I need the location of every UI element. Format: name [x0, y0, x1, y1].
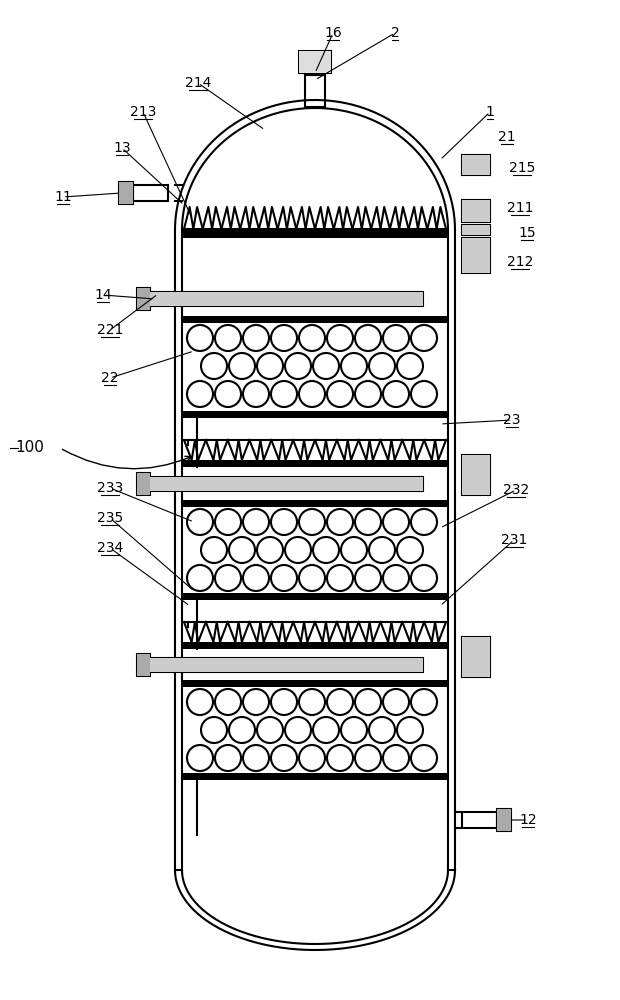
- Bar: [150, 658, 423, 672]
- Bar: [305, 75, 325, 107]
- Text: 23: 23: [503, 413, 521, 427]
- Text: 234: 234: [97, 541, 123, 555]
- Bar: [462, 637, 490, 677]
- Text: 221: 221: [97, 323, 123, 337]
- Text: 232: 232: [503, 483, 529, 497]
- Text: 235: 235: [97, 511, 123, 525]
- Text: 12: 12: [519, 813, 537, 827]
- Bar: [182, 411, 448, 418]
- Bar: [182, 316, 448, 323]
- Bar: [462, 200, 490, 222]
- Text: 13: 13: [113, 141, 131, 155]
- Bar: [119, 182, 133, 204]
- Text: 233: 233: [97, 481, 123, 495]
- Text: 100: 100: [16, 440, 45, 456]
- Text: 11: 11: [54, 190, 72, 204]
- Bar: [182, 230, 448, 238]
- Text: 213: 213: [130, 105, 156, 119]
- Bar: [462, 225, 490, 235]
- Text: 211: 211: [507, 201, 533, 215]
- Text: 215: 215: [509, 161, 535, 175]
- Bar: [462, 238, 490, 273]
- Bar: [182, 500, 448, 507]
- Text: 16: 16: [324, 26, 342, 40]
- Bar: [137, 473, 150, 495]
- Bar: [462, 812, 497, 828]
- Text: 214: 214: [185, 76, 211, 90]
- Bar: [150, 292, 423, 306]
- Bar: [137, 473, 150, 495]
- Bar: [462, 155, 490, 175]
- Bar: [182, 680, 448, 687]
- Bar: [462, 637, 490, 677]
- Bar: [150, 477, 423, 491]
- Bar: [150, 477, 423, 491]
- Text: 15: 15: [518, 226, 536, 240]
- Bar: [133, 185, 168, 201]
- Bar: [119, 182, 133, 204]
- Bar: [182, 460, 448, 467]
- Bar: [299, 51, 331, 73]
- Text: 212: 212: [507, 255, 533, 269]
- Bar: [137, 654, 150, 676]
- Bar: [462, 155, 490, 175]
- Bar: [497, 809, 511, 831]
- Bar: [137, 288, 150, 310]
- Text: 1: 1: [485, 105, 494, 119]
- Text: 21: 21: [498, 130, 516, 144]
- Bar: [462, 225, 490, 235]
- Bar: [137, 288, 150, 310]
- Bar: [462, 455, 490, 495]
- Text: 14: 14: [94, 288, 112, 302]
- Bar: [150, 658, 423, 672]
- Bar: [462, 200, 490, 222]
- Bar: [182, 593, 448, 600]
- Bar: [150, 292, 423, 306]
- Bar: [462, 238, 490, 273]
- Text: 2: 2: [391, 26, 399, 40]
- Bar: [182, 773, 448, 780]
- Text: 231: 231: [501, 533, 527, 547]
- Bar: [462, 455, 490, 495]
- Bar: [182, 642, 448, 649]
- Bar: [497, 809, 511, 831]
- Text: 22: 22: [101, 371, 119, 385]
- Bar: [299, 51, 331, 73]
- Bar: [137, 654, 150, 676]
